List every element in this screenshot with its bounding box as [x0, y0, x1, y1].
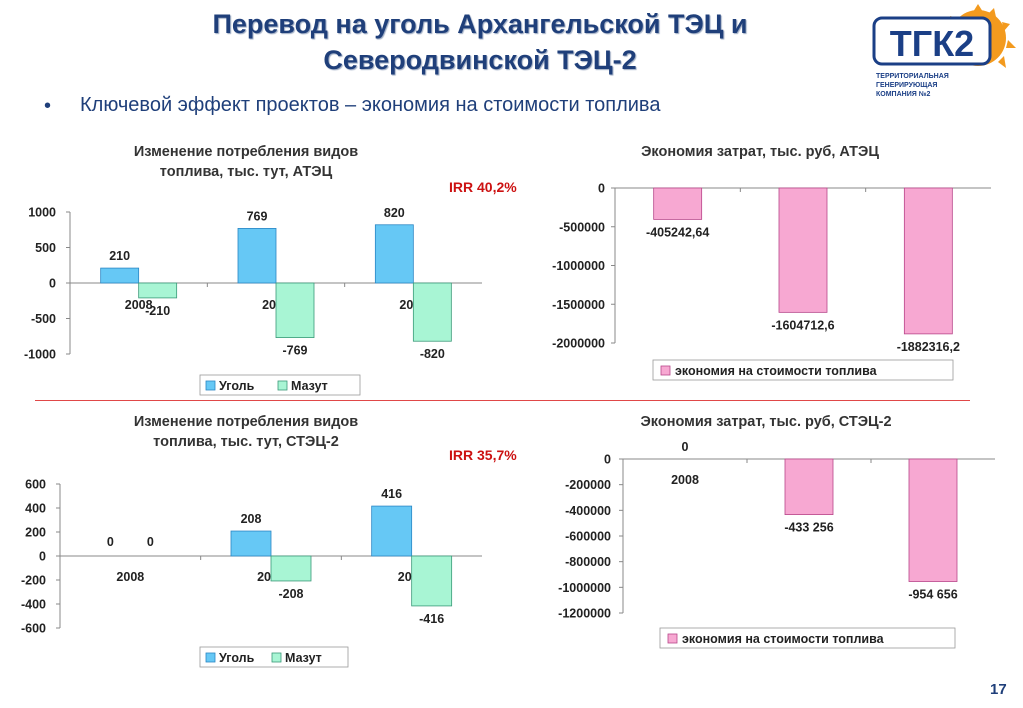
legend-box: [652, 359, 954, 381]
y-tick-label: 200: [25, 526, 46, 540]
data-label: -954 656: [908, 588, 957, 602]
legend-label: Мазут: [285, 651, 322, 665]
data-label: 820: [384, 206, 405, 220]
data-label: 210: [109, 249, 130, 263]
slide-title-line1: Перевод на уголь Архангельской ТЭЦ и: [212, 9, 748, 39]
data-label: 769: [247, 209, 268, 223]
mazut-bar: [275, 282, 315, 338]
irr-stec2: IRR 35,7%: [449, 447, 517, 463]
chart-title: Изменение потребления видов: [134, 414, 358, 430]
savings-bar: [778, 187, 828, 313]
data-label: -1882316,2: [897, 340, 960, 354]
y-tick-label: -400000: [565, 504, 611, 518]
y-tick-label: 0: [49, 277, 56, 291]
data-label: -769: [282, 344, 307, 358]
data-label: -433 256: [784, 521, 833, 535]
y-tick-label: 600: [25, 478, 46, 492]
y-tick-label: -800000: [565, 555, 611, 569]
savings-bar: [908, 458, 958, 582]
category-label: 2008: [125, 298, 153, 312]
category-label: 2008: [671, 473, 699, 487]
data-label: -820: [420, 347, 445, 361]
data-label: 0: [107, 535, 114, 549]
data-label: 0: [147, 535, 154, 549]
data-label: -1604712,6: [771, 318, 834, 332]
legend-label: экономия на стоимости топлива: [682, 632, 885, 646]
page-number: 17: [990, 681, 1007, 698]
y-tick-label: -1500000: [552, 298, 605, 312]
coal-bar: [371, 505, 413, 557]
tgk2-logo: ТГК2 ТЕРРИТОРИАЛЬНАЯ ГЕНЕРИРУЮЩАЯ КОМПАН…: [872, 4, 1016, 98]
data-label: -405242,64: [646, 225, 709, 239]
logo-line3: КОМПАНИЯ №2: [876, 90, 931, 98]
y-tick-label: -600000: [565, 530, 611, 544]
legend-swatch-mazut: [271, 652, 282, 663]
savings-bar: [653, 187, 703, 220]
slide-title-line2: Северодвинской ТЭЦ-2: [323, 45, 637, 75]
chart-fuel-stec2: Изменение потребления видов топлива, тыс.…: [21, 414, 482, 668]
coal-bar: [230, 530, 272, 557]
legend-label: Уголь: [219, 651, 255, 665]
chart-title: топлива, тыс. тут, СТЭЦ-2: [153, 434, 339, 450]
section-divider: [35, 400, 970, 401]
y-tick-label: 0: [39, 550, 46, 564]
mazut-bar: [411, 555, 453, 607]
category-label: 2008: [116, 570, 144, 584]
savings-bar: [784, 458, 834, 516]
data-label: -210: [145, 304, 170, 318]
chart-savings-stec2: Экономия затрат, тыс. руб, СТЭЦ-2 0 -20000…: [558, 414, 995, 649]
y-tick-label: -2000000: [552, 337, 605, 351]
legend-label: Мазут: [291, 379, 328, 393]
chart-title: топлива, тыс. тут, АТЭЦ: [160, 164, 333, 180]
mazut-bar: [412, 282, 452, 342]
y-tick-label: -500: [31, 312, 56, 326]
logo-line2: ГЕНЕРИРУЮЩАЯ: [876, 82, 937, 89]
chart-title: Экономия затрат, тыс. руб, СТЭЦ-2: [640, 414, 891, 430]
slide-title: Перевод на уголь Архангельской ТЭЦ и Сев…: [120, 6, 840, 78]
legend-swatch-coal: [205, 652, 216, 663]
chart-title: Экономия затрат, тыс. руб, АТЭЦ: [641, 144, 879, 160]
mazut-bar: [270, 555, 312, 582]
logo-mark: ТГК2: [890, 23, 974, 64]
y-tick-label: -1000: [24, 348, 56, 362]
legend-box: [659, 627, 956, 649]
data-label: 416: [381, 487, 402, 501]
data-label: -416: [419, 612, 444, 626]
legend-label: Уголь: [219, 379, 255, 393]
coal-bar: [374, 224, 414, 284]
savings-bar: [903, 187, 953, 335]
chart-fuel-atec: Изменение потребления видов топлива, тыс.…: [24, 144, 482, 396]
y-tick-label: 0: [604, 453, 611, 467]
y-tick-label: 0: [598, 182, 605, 196]
coal-bar: [100, 267, 140, 284]
legend-label: экономия на стоимости топлива: [675, 364, 878, 378]
y-tick-label: -500000: [559, 220, 605, 234]
data-label: 0: [682, 440, 689, 454]
irr-atec: IRR 40,2%: [449, 179, 517, 195]
chart-savings-atec: Экономия затрат, тыс. руб, АТЭЦ 0 -500000 -…: [552, 144, 991, 381]
y-tick-label: 1000: [28, 206, 56, 220]
y-tick-label: 500: [35, 241, 56, 255]
legend-swatch-savings: [667, 633, 678, 644]
y-tick-label: -200: [21, 574, 46, 588]
coal-bar: [237, 228, 277, 284]
y-tick-label: 400: [25, 502, 46, 516]
y-tick-label: -1000000: [558, 581, 611, 595]
y-tick-label: -600: [21, 622, 46, 636]
mazut-bar: [138, 282, 178, 299]
y-tick-label: -400: [21, 598, 46, 612]
data-label: -208: [278, 587, 303, 601]
chart-title: Изменение потребления видов: [134, 144, 358, 160]
bullet-marker: •: [44, 95, 52, 117]
legend-swatch-savings: [660, 365, 671, 376]
key-effect-bullet: Ключевой эффект проектов – экономия на с…: [80, 94, 661, 116]
legend-swatch-mazut: [277, 380, 288, 391]
y-tick-label: -1200000: [558, 607, 611, 621]
data-label: 208: [241, 512, 262, 526]
legend-swatch-coal: [205, 380, 216, 391]
y-tick-label: -1000000: [552, 259, 605, 273]
logo-line1: ТЕРРИТОРИАЛЬНАЯ: [876, 73, 949, 80]
y-tick-label: -200000: [565, 478, 611, 492]
